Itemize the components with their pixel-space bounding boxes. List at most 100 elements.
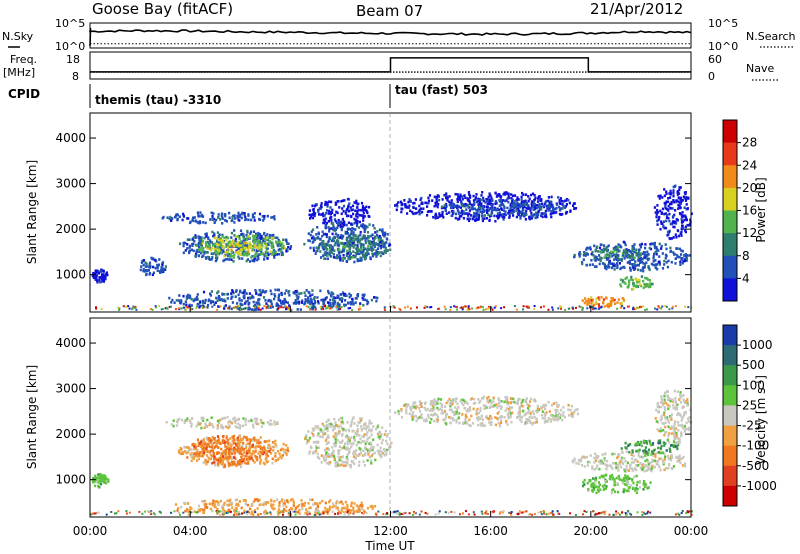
data-cell (406, 305, 409, 308)
data-cell (395, 208, 398, 212)
data-cell (456, 209, 459, 212)
data-cell (240, 216, 243, 220)
data-cell (535, 213, 538, 217)
data-cell (281, 454, 284, 457)
data-cell (590, 299, 593, 302)
data-cell (244, 502, 247, 506)
data-cell (322, 254, 325, 257)
data-cell (237, 255, 240, 259)
data-cell (400, 202, 403, 205)
data-cell (596, 245, 599, 249)
data-cell (467, 308, 470, 311)
data-cell (540, 205, 543, 209)
data-cell (679, 186, 682, 189)
data-cell (321, 241, 324, 245)
data-cell (215, 296, 218, 300)
data-cell (223, 463, 226, 467)
data-cell (361, 223, 364, 226)
data-cell (101, 478, 104, 481)
data-cell (212, 454, 215, 457)
data-cell (287, 307, 290, 310)
data-cell (332, 253, 335, 256)
data-cell (316, 226, 319, 229)
data-cell (589, 306, 592, 309)
data-cell (253, 212, 256, 215)
data-cell (356, 212, 359, 215)
data-cell (329, 206, 332, 209)
data-cell (333, 504, 336, 508)
data-cell (206, 425, 209, 428)
data-cell (467, 205, 470, 208)
data-cell (258, 498, 261, 502)
data-cell (632, 287, 635, 291)
data-cell (281, 306, 284, 309)
data-cell (379, 244, 382, 248)
data-cell (238, 297, 241, 300)
data-cell (148, 261, 152, 265)
data-cell (666, 265, 669, 269)
data-cell (259, 237, 262, 240)
data-cell (223, 457, 226, 461)
data-cell (581, 299, 584, 302)
data-cell (359, 419, 362, 422)
data-cell (373, 237, 376, 240)
data-cell (670, 202, 673, 206)
data-cell (654, 263, 657, 266)
data-cell (656, 267, 659, 271)
data-cell (213, 236, 216, 240)
data-cell (277, 298, 280, 302)
data-cell (515, 198, 518, 202)
data-cell (383, 309, 386, 311)
data-cell (144, 261, 147, 264)
data-cell (211, 435, 214, 439)
data-cell (295, 301, 298, 305)
scatter-blob (619, 275, 654, 291)
data-cell (665, 192, 668, 196)
data-cell (311, 204, 314, 208)
data-cell (201, 307, 204, 310)
scatter-blob (308, 197, 371, 227)
data-cell (443, 204, 446, 207)
data-cell (368, 248, 371, 251)
data-cell (256, 458, 259, 462)
data-cell (553, 211, 556, 215)
data-cell (253, 461, 256, 464)
data-cell (96, 279, 99, 282)
data-cell (664, 203, 667, 207)
data-cell (325, 447, 328, 450)
data-cell (684, 192, 687, 196)
data-cell (331, 232, 334, 236)
data-cell (245, 238, 249, 241)
data-cell (247, 460, 250, 463)
data-cell (220, 214, 223, 218)
data-cell (239, 289, 242, 293)
data-cell (207, 456, 210, 460)
data-cell (338, 501, 341, 504)
data-cell (280, 456, 283, 460)
data-cell (671, 207, 674, 210)
data-cell (251, 259, 254, 262)
data-cell (478, 306, 481, 309)
data-cell (448, 200, 451, 204)
data-cell (313, 299, 316, 303)
data-cell (370, 459, 373, 462)
data-cell (294, 299, 297, 302)
data-cell (324, 298, 327, 302)
data-cell (345, 208, 348, 211)
data-cell (595, 257, 598, 261)
data-cell (641, 252, 644, 256)
data-cell (255, 444, 258, 448)
data-cell (231, 290, 234, 293)
data-cell (323, 257, 326, 260)
data-cell (228, 425, 232, 428)
data-cell (312, 434, 315, 438)
data-cell (335, 504, 338, 508)
data-cell (563, 206, 566, 210)
data-cell (337, 455, 340, 459)
data-cell (233, 244, 236, 248)
data-cell (231, 501, 234, 505)
data-cell (364, 446, 367, 450)
data-cell (180, 505, 183, 509)
data-cell (219, 218, 222, 221)
data-cell (368, 450, 371, 454)
